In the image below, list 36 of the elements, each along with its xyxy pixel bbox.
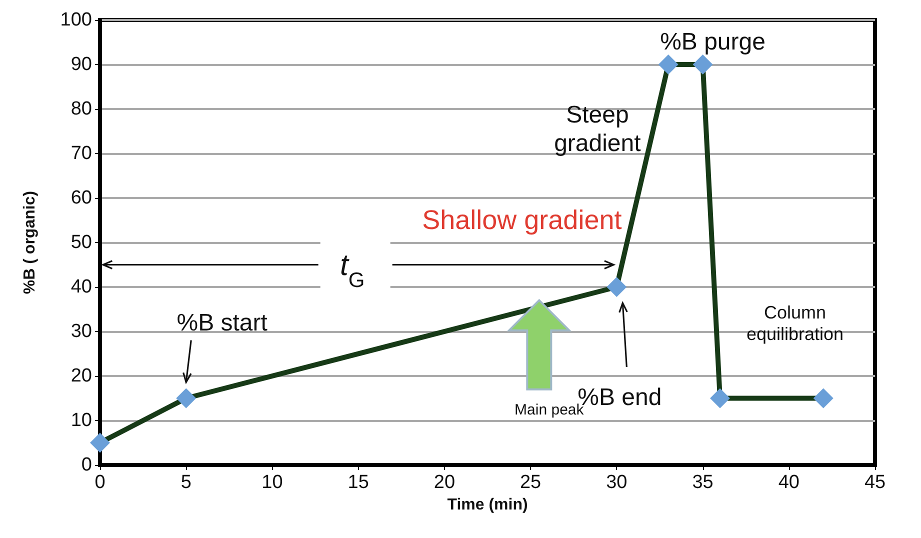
annotation: %B start xyxy=(176,309,268,336)
annotation: Shallow gradient xyxy=(422,205,622,236)
y-tick-label: 80 xyxy=(70,98,92,120)
x-tick-label: 20 xyxy=(434,472,456,493)
x-tick-label: 25 xyxy=(520,472,542,493)
x-tick-label: 35 xyxy=(692,472,714,493)
x-tick-label: 5 xyxy=(180,472,192,493)
y-tick-label: 40 xyxy=(70,276,92,298)
point xyxy=(658,54,678,74)
x-tick-label: 0 xyxy=(94,472,106,493)
annotation: Steep gradient xyxy=(554,101,642,158)
y-tick-label: 70 xyxy=(70,143,92,164)
x-tick-label: 30 xyxy=(606,472,628,493)
y-tick-label: 0 xyxy=(81,454,92,476)
y-tick-label: 10 xyxy=(70,410,92,431)
x-tick-label: 10 xyxy=(262,472,283,493)
point xyxy=(813,388,834,408)
y-tick-label: 100 xyxy=(60,10,92,30)
point xyxy=(606,277,627,297)
y-tick-label: 20 xyxy=(70,366,92,386)
x-axis-title: Time (min) xyxy=(447,496,528,514)
x-tick-label: 40 xyxy=(778,472,800,493)
y-tick-label: 30 xyxy=(70,321,92,342)
x-tick-label: 45 xyxy=(864,472,886,493)
y-tick-label: 90 xyxy=(70,54,92,75)
annotation: Column equilibration xyxy=(746,302,844,344)
y-tick-label: 50 xyxy=(70,232,92,253)
y-tick-label: 60 xyxy=(70,188,92,208)
point xyxy=(692,54,713,74)
annotation: %B purge xyxy=(660,28,766,56)
y-axis-title: %B ( organic) xyxy=(22,190,38,294)
point xyxy=(710,388,730,408)
point xyxy=(90,432,110,453)
point xyxy=(176,388,196,408)
x-tick-label: 15 xyxy=(348,472,369,493)
annotation: t$_{G}$ xyxy=(340,248,365,292)
